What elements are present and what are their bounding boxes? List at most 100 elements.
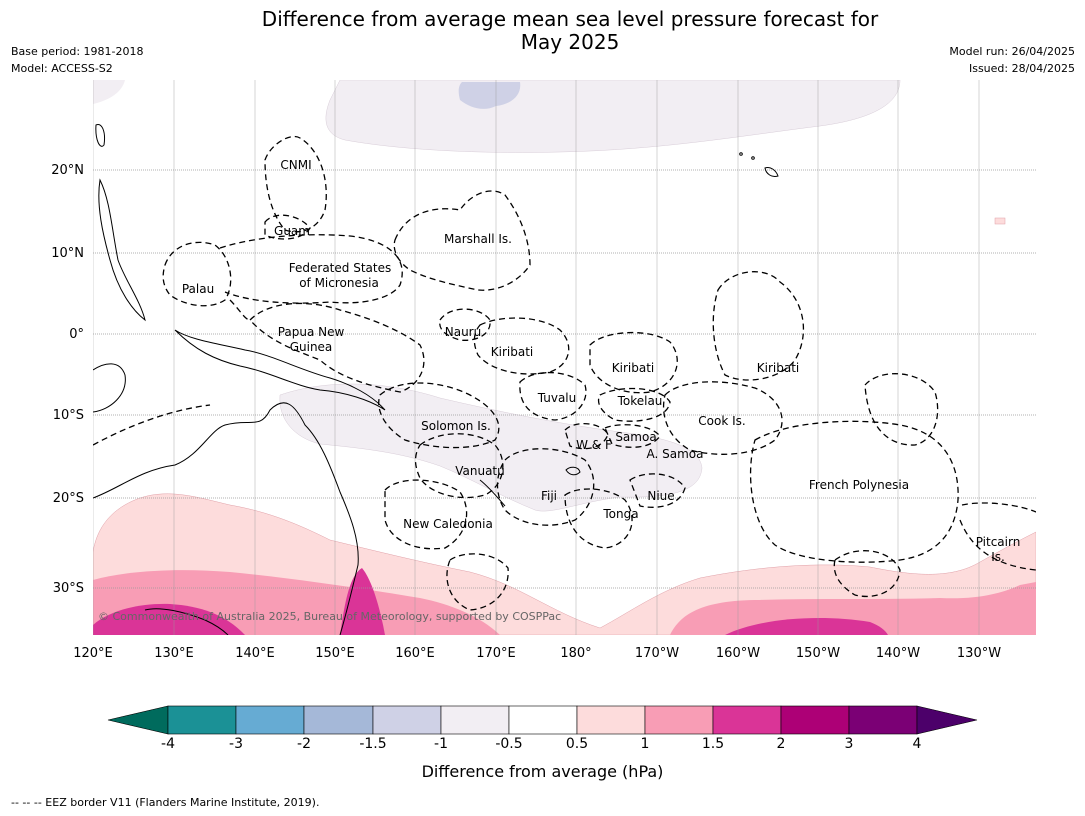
eez-norfolk [446, 553, 509, 611]
latitude-labels: 20°N 10°N 0° 10°S 20°S 30°S [51, 163, 84, 596]
eez-wallis-futuna [564, 423, 609, 450]
colorbar-segment [644, 705, 714, 735]
region-label: Tonga [602, 507, 638, 521]
region-label: Nauru [445, 325, 481, 339]
map-area: © Commonwealth of Australia 2025, Bureau… [93, 80, 1036, 635]
region-label: Vanuatu [455, 464, 505, 478]
colorbar-tick-label: 2 [776, 736, 786, 752]
lon-label: 140°E [235, 646, 275, 661]
new-zealand-coast [144, 608, 229, 635]
region-label: New Caledonia [403, 517, 493, 531]
region-label: Solomon Is. [421, 419, 491, 433]
lat-label: 10°S [53, 408, 84, 423]
colorbar-segment [780, 705, 850, 735]
colorbar [107, 705, 978, 735]
australia-coast [93, 402, 359, 635]
lon-label: 160°W [716, 646, 760, 661]
region-label: CNMI [280, 158, 311, 172]
eez-marshall [393, 190, 531, 291]
eez-kiribati-west [473, 317, 570, 375]
colorbar-segment [576, 705, 646, 735]
eez-png [249, 302, 425, 393]
map-title: Difference from average mean sea level p… [200, 8, 940, 54]
borneo-coast [93, 363, 126, 413]
south-anomaly-6 [725, 618, 888, 635]
region-label: Niue [647, 489, 674, 503]
south-anomaly-3 [670, 582, 1036, 635]
north-anomaly-core [458, 82, 521, 109]
region-label: Pitcairn [976, 535, 1021, 549]
colorbar-segment [508, 705, 578, 735]
copyright-notice: © Commonwealth of Australia 2025, Bureau… [98, 610, 561, 623]
colorbar-tick-label: 0.5 [565, 736, 589, 752]
lat-label: 20°S [53, 491, 84, 506]
region-label: Guam [274, 224, 310, 238]
eez-kiribati-central [589, 331, 678, 394]
issued-date: Issued: 28/04/2025 [968, 62, 1075, 75]
region-label: Palau [182, 282, 214, 296]
region-label: of Micronesia [299, 276, 379, 290]
eez-pitcairn-2 [959, 519, 1036, 571]
eez-palau [162, 241, 232, 307]
eez-solomon [378, 382, 500, 449]
new-guinea-coast [174, 329, 386, 411]
coastlines [93, 123, 779, 635]
lon-label: 170°W [635, 646, 679, 661]
eez-micronesia-west [93, 404, 211, 446]
south-anomaly-5 [340, 568, 385, 635]
eez-french-polynesia [749, 420, 959, 563]
colorbar-tick-label: -1.5 [359, 736, 387, 752]
region-label: Is. [991, 550, 1005, 564]
region-label: Kiribati [612, 361, 654, 375]
eez-legend-note: -- -- -- EEZ border V11 (Flanders Marine… [11, 796, 320, 809]
hawaii-island [739, 152, 743, 156]
eez-guam [264, 214, 311, 240]
region-label: Cook Is. [698, 414, 745, 428]
eez-cnmi [264, 135, 327, 233]
longitude-labels: 120°E 130°E 140°E 150°E 160°E 170°E 180° 170°W 1… [73, 646, 1001, 661]
colorbar-segment [303, 705, 374, 735]
colorbar-tick-label: -0.5 [495, 736, 523, 752]
colorbar-segment [440, 705, 510, 735]
colorbar-tick-label: 1 [640, 736, 650, 752]
taiwan-coast [95, 123, 105, 147]
gridlines [93, 80, 1036, 635]
lat-label: 30°S [53, 581, 84, 596]
colorbar-segment [167, 705, 237, 735]
colorbar-extend-low [107, 705, 169, 735]
region-label: Tuvalu [537, 391, 577, 405]
colorbar-label: Difference from average (hPa) [421, 762, 664, 781]
philippines-coast [98, 178, 146, 322]
meta-left: Base period: 1981-2018 Model: ACCESS-S2 [11, 43, 143, 77]
eez-cook [662, 381, 783, 455]
new-caledonia-coast [479, 479, 506, 507]
eez-fp-north [864, 373, 939, 446]
region-label: Federated States [289, 261, 391, 275]
eez-kermadec [833, 550, 901, 598]
northwest-anomaly [93, 80, 125, 104]
eez-tokelau [597, 387, 671, 422]
lon-label: 160°E [395, 646, 435, 661]
region-label: Guinea [290, 340, 333, 354]
eez-micronesia-mid [229, 299, 251, 321]
eez-borders [93, 135, 1036, 611]
region-label: W & F [576, 438, 612, 452]
lat-label: 10°N [51, 246, 84, 261]
region-label: A. Samoa [647, 447, 704, 461]
title-line-2: May 2025 [520, 30, 620, 54]
colorbar-segment [235, 705, 305, 735]
colorbar-tick-label: 1.5 [701, 736, 725, 752]
colorbar-segment [712, 705, 782, 735]
eez-vanuatu [414, 433, 504, 499]
eez-new-caledonia [384, 479, 468, 550]
region-label: Kiribati [757, 361, 799, 375]
colorbar-tick-label: -4 [161, 736, 175, 752]
region-label: Samoa [615, 430, 656, 444]
colorbar-tick-label: -1 [434, 736, 448, 752]
region-label: Kiribati [491, 345, 533, 359]
region-label: Tokelau [617, 394, 663, 408]
base-period: Base period: 1981-2018 [11, 45, 144, 58]
lon-label: 150°W [796, 646, 840, 661]
